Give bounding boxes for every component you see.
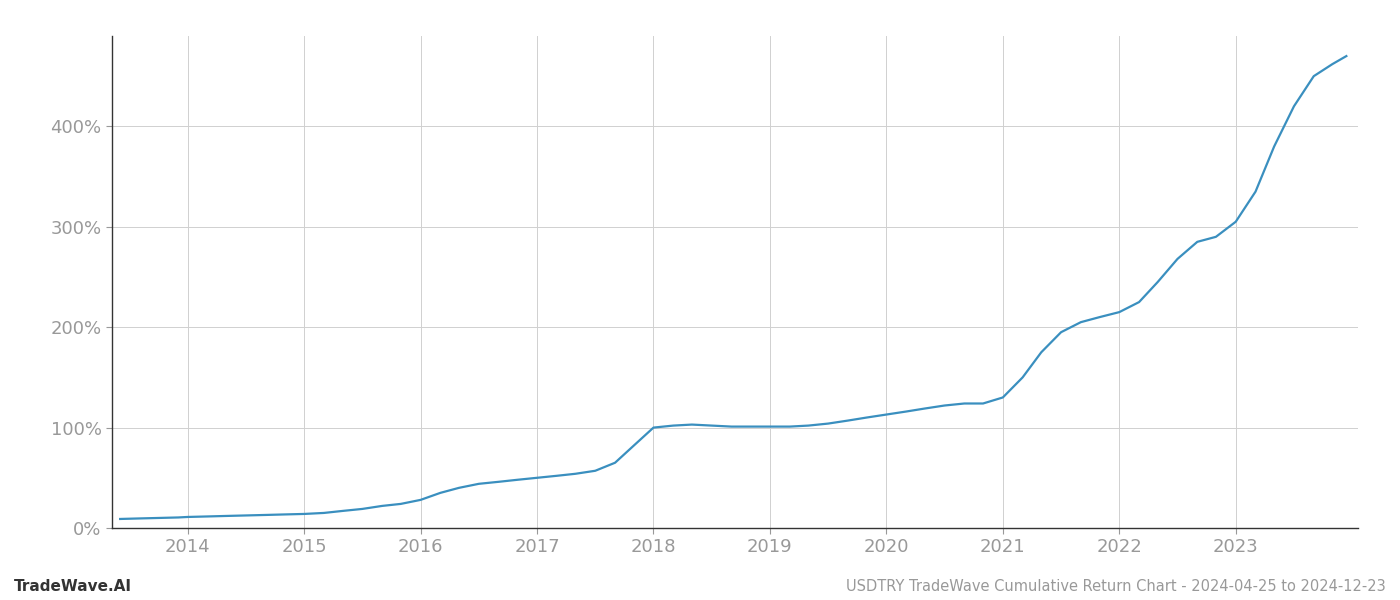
Text: TradeWave.AI: TradeWave.AI	[14, 579, 132, 594]
Text: USDTRY TradeWave Cumulative Return Chart - 2024-04-25 to 2024-12-23: USDTRY TradeWave Cumulative Return Chart…	[846, 579, 1386, 594]
